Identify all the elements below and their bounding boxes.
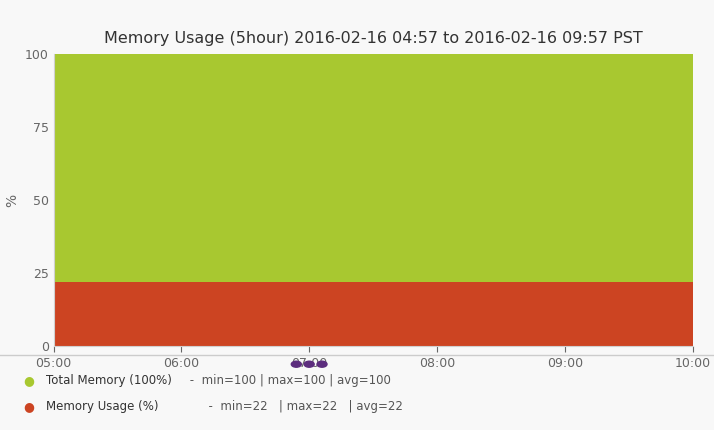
Y-axis label: %: % [5, 194, 19, 206]
Text: -  min=22   | max=22   | avg=22: - min=22 | max=22 | avg=22 [186, 400, 403, 413]
Text: ●: ● [23, 374, 34, 387]
Title: Memory Usage (5hour) 2016-02-16 04:57 to 2016-02-16 09:57 PST: Memory Usage (5hour) 2016-02-16 04:57 to… [104, 31, 643, 46]
Text: ●: ● [23, 400, 34, 413]
Text: Memory Usage (%): Memory Usage (%) [46, 400, 159, 413]
Text: -  min=100 | max=100 | avg=100: - min=100 | max=100 | avg=100 [186, 374, 391, 387]
Text: Total Memory (100%): Total Memory (100%) [46, 374, 172, 387]
